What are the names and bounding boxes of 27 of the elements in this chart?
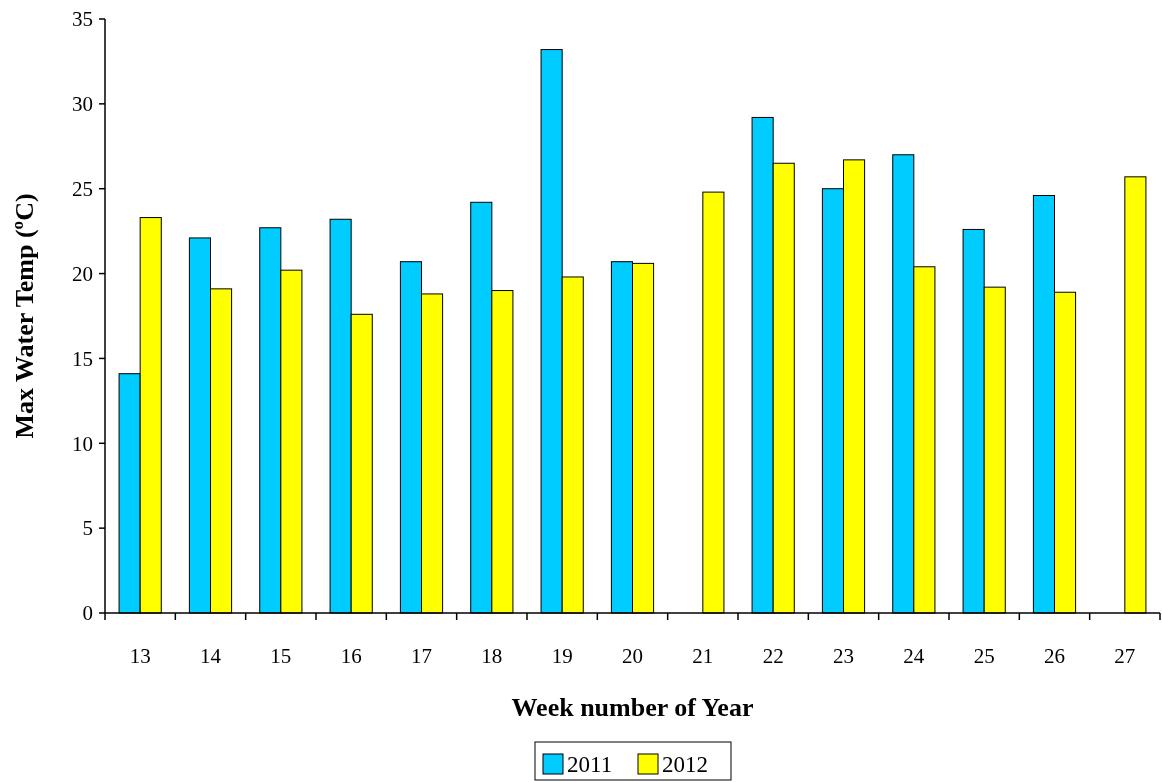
y-tick-label: 15 [72, 346, 93, 371]
y-tick-label: 10 [72, 431, 93, 456]
x-tick-label: 22 [762, 644, 784, 668]
x-tick-label: 25 [973, 644, 995, 668]
x-tick-label: 13 [129, 644, 151, 668]
y-tick-label: 20 [72, 261, 93, 286]
legend-label: 2012 [662, 752, 708, 778]
x-tick-label: 24 [903, 644, 925, 668]
y-axis-title: Max Water Temp (ºC) [10, 193, 39, 439]
x-tick-label: 18 [481, 644, 503, 668]
y-tick-label: 0 [82, 601, 93, 626]
x-tick-label: 20 [622, 644, 643, 668]
x-tick-label: 16 [340, 644, 362, 668]
x-tick-label: 23 [833, 644, 854, 668]
x-tick-label: 21 [692, 644, 714, 668]
x-axis-title: Week number of Year [511, 693, 754, 722]
x-tick-label: 27 [1114, 644, 1136, 668]
y-tick-label: 25 [72, 177, 93, 202]
x-tick-label: 17 [411, 644, 432, 668]
x-tick-label: 19 [551, 644, 573, 668]
y-tick-label: 35 [72, 7, 93, 32]
x-tick-label: 15 [270, 644, 292, 668]
x-tick-label: 26 [1044, 644, 1065, 668]
y-tick-label: 5 [82, 516, 93, 541]
x-tick-label: 14 [200, 644, 222, 668]
legend-label: 2011 [567, 752, 613, 778]
y-tick-label: 30 [72, 92, 93, 117]
